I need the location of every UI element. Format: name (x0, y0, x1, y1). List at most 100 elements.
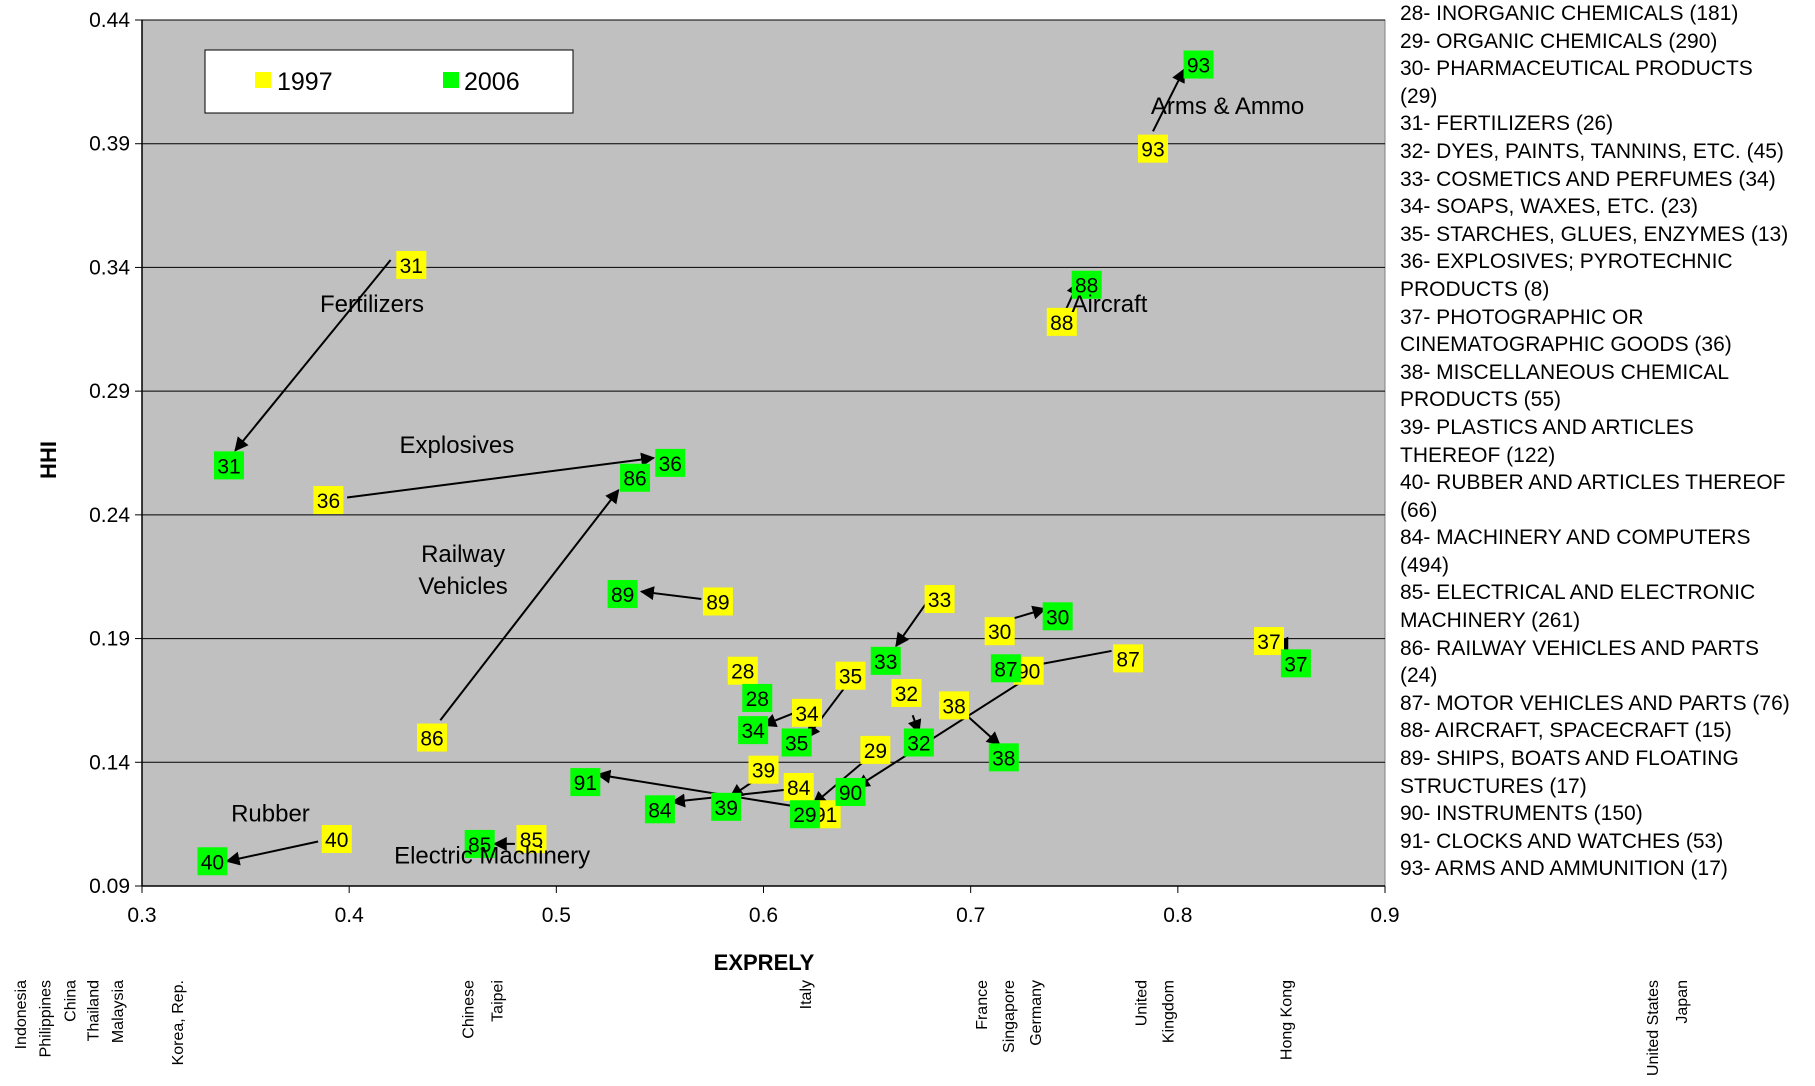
point-marker (789, 800, 820, 829)
legend-code-item: 84- MACHINERY AND COMPUTERS (1400, 526, 1751, 550)
point-label: 29 (793, 804, 816, 827)
annotation-label: Rubber (231, 801, 310, 828)
point-label: 32 (895, 683, 918, 706)
point-label: 40 (325, 829, 348, 852)
country-label: Taipei (489, 980, 506, 1022)
points-layer: 31 36 86 89 40 85 93 88 33 30 87 37 28 35 34 32 38 29 39 84… (197, 50, 1311, 876)
point-label: 28 (746, 688, 769, 711)
point-label: 36 (317, 490, 340, 513)
point-2006-40: 40 (197, 847, 228, 876)
country-label: Singapore (1001, 980, 1018, 1053)
point-label: 93 (1141, 139, 1164, 162)
legend-code-item: (66) (1400, 498, 1438, 522)
point-label: 30 (988, 621, 1011, 644)
x-axis-title: EXPRELY (714, 950, 815, 975)
point-label: 34 (741, 720, 765, 743)
point-marker (860, 735, 891, 764)
arrow-91 (596, 769, 814, 811)
point-label: 28 (731, 661, 754, 684)
legend-code-item: THEREOF (122) (1400, 443, 1556, 467)
point-marker (396, 250, 427, 279)
legend-code-item: 89- SHIPS, BOATS AND FLOATING (1400, 747, 1739, 771)
point-marker (984, 617, 1015, 646)
point-marker (197, 847, 228, 876)
country-label: Indonesia (13, 980, 30, 1049)
point-marker (939, 691, 970, 720)
annotation-label: Electric Machinery (394, 843, 590, 870)
point-marker (835, 777, 866, 806)
x-tick-label: 0.9 (1370, 904, 1399, 927)
point-marker (870, 646, 901, 675)
point-marker (1113, 644, 1144, 673)
legend-code-item: 31- FERTILIZERS (26) (1400, 112, 1614, 136)
point-2006-85: 85 (464, 829, 495, 858)
point-marker (1183, 50, 1214, 79)
country-label: France (974, 980, 991, 1030)
point-label: 93 (1187, 55, 1210, 78)
point-label: 29 (864, 740, 887, 763)
legend-code-item: 90- INSTRUMENTS (150) (1400, 802, 1643, 826)
x-tick-label: 0.3 (127, 904, 156, 927)
point-2006-35: 35 (781, 728, 812, 757)
arrow-36 (346, 452, 656, 499)
point-marker (990, 654, 1021, 683)
point-label: 35 (839, 666, 862, 689)
legend-code-item: 87- MOTOR VEHICLES AND PARTS (76) (1400, 691, 1790, 715)
point-label: 87 (994, 658, 1017, 681)
y-tick-label: 0.24 (89, 504, 130, 527)
arrow-35 (806, 687, 846, 739)
point-1997-29: 29 (860, 735, 891, 764)
y-tick-label: 0.14 (89, 751, 130, 774)
point-2006-31: 31 (214, 451, 245, 480)
point-1997-39: 39 (748, 755, 779, 784)
point-marker (742, 683, 773, 712)
point-label: 38 (942, 695, 965, 718)
point-label: 89 (611, 584, 634, 607)
point-marker (1042, 602, 1073, 631)
legend-code-item: (24) (1400, 664, 1438, 688)
point-1997-34: 34 (792, 698, 823, 727)
annotation-label: Explosives (400, 432, 515, 459)
arrow-34 (762, 711, 795, 728)
point-2006-33: 33 (870, 646, 901, 675)
arrow-86 (439, 489, 620, 721)
point-label: 39 (715, 797, 738, 820)
point-2006-32: 32 (903, 728, 934, 757)
annotation-label: Vehicles (418, 573, 507, 600)
legend-swatch-1997 (255, 72, 271, 88)
point-label: 40 (201, 851, 224, 874)
point-2006-90: 90 (835, 777, 866, 806)
legend-code-item: (29) (1400, 84, 1438, 108)
point-2006-86: 86 (620, 463, 651, 492)
point-marker (924, 584, 955, 613)
legend-code-item: 85- ELECTRICAL AND ELECTRONIC (1400, 581, 1756, 605)
point-label: 86 (623, 468, 646, 491)
point-1997-85: 85 (516, 824, 547, 853)
point-marker (655, 448, 686, 477)
x-tick-label: 0.4 (335, 904, 365, 927)
point-2006-34: 34 (738, 716, 769, 745)
arrow-89 (639, 586, 702, 601)
y-axis-title: HHI (36, 441, 61, 479)
arrow-40 (225, 840, 319, 866)
point-1997-40: 40 (321, 824, 352, 853)
point-1997-31: 31 (396, 250, 427, 279)
point-label: 90 (839, 782, 862, 805)
country-label: Philippines (38, 980, 55, 1057)
point-label: 31 (400, 255, 423, 278)
annotation-label: Fertilizers (320, 291, 424, 318)
point-marker (214, 451, 245, 480)
legend-label-2006: 2006 (464, 68, 520, 96)
point-label: 30 (1046, 606, 1069, 629)
point-2006-28: 28 (742, 683, 773, 712)
arrow-38 (965, 714, 1001, 746)
point-label: 38 (992, 747, 1015, 770)
legend-code-item: CINEMATOGRAPHIC GOODS (36) (1400, 333, 1732, 357)
x-tick-label: 0.7 (956, 904, 985, 927)
legend-code-item: 36- EXPLOSIVES; PYROTECHNIC (1400, 250, 1733, 274)
legend-code-item: 40- RUBBER AND ARTICLES THEREOF (1400, 471, 1786, 495)
point-2006-29: 29 (789, 800, 820, 829)
point-2006-91: 91 (570, 768, 601, 797)
legend-swatch-2006 (443, 72, 459, 88)
